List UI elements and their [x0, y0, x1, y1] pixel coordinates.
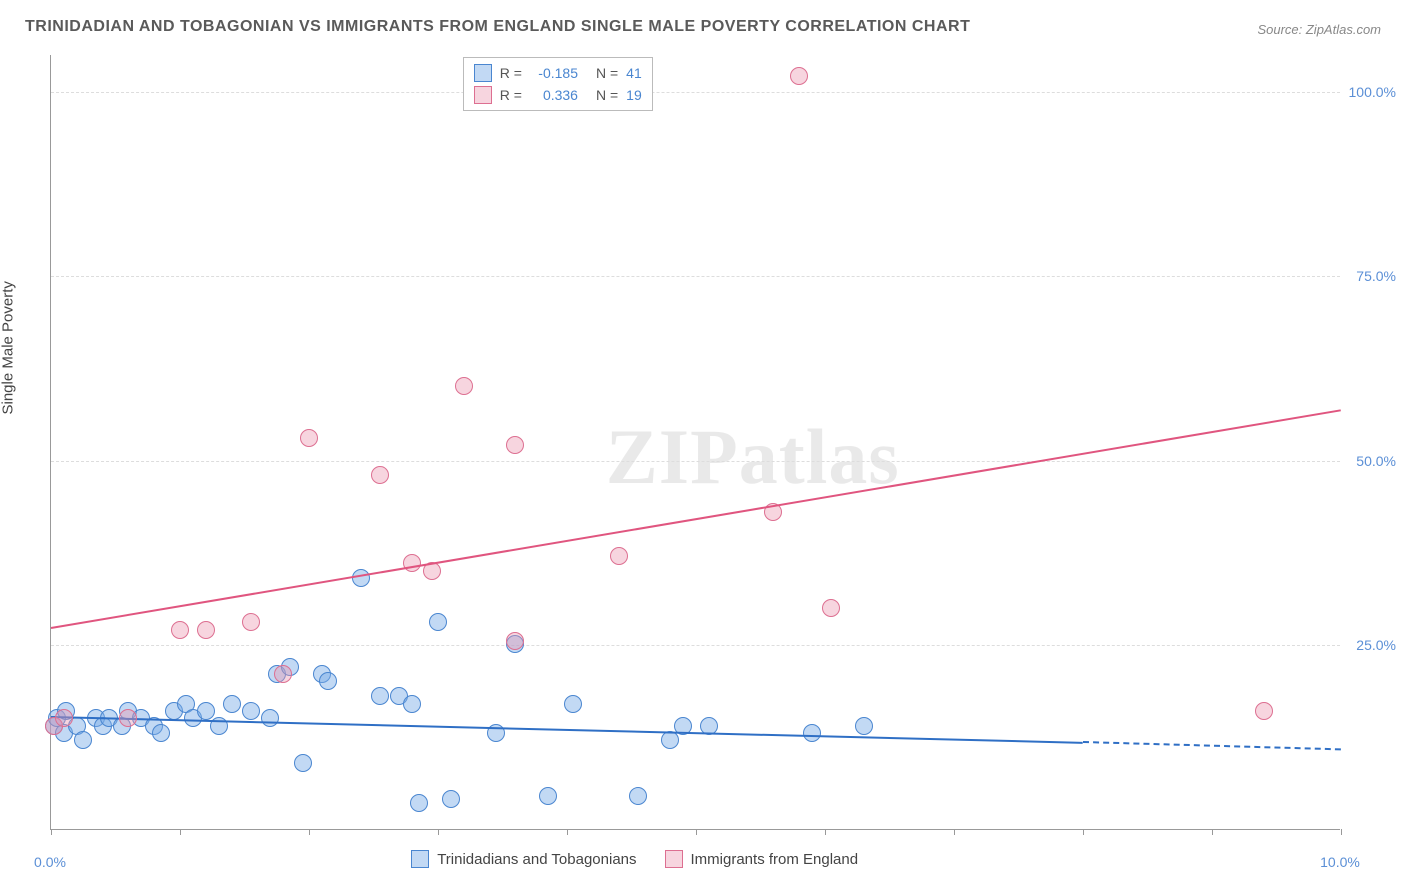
x-tick	[1083, 829, 1084, 835]
data-point	[261, 709, 279, 727]
data-point	[403, 695, 421, 713]
trend-line	[51, 409, 1341, 629]
n-value: 19	[626, 87, 642, 103]
data-point	[223, 695, 241, 713]
x-tick	[180, 829, 181, 835]
data-point	[629, 787, 647, 805]
x-tick	[438, 829, 439, 835]
trend-line-dash	[1083, 741, 1341, 750]
x-tick	[1341, 829, 1342, 835]
data-point	[197, 621, 215, 639]
data-point	[855, 717, 873, 735]
x-tick	[696, 829, 697, 835]
legend-series: Trinidadians and Tobagonians Immigrants f…	[411, 850, 858, 868]
data-point	[539, 787, 557, 805]
gridline	[51, 92, 1340, 93]
data-point	[300, 429, 318, 447]
x-tick	[51, 829, 52, 835]
data-point	[371, 687, 389, 705]
data-point	[152, 724, 170, 742]
n-label: N =	[596, 65, 618, 81]
y-tick-label: 100.0%	[1346, 84, 1396, 100]
x-tick	[954, 829, 955, 835]
legend-swatch	[665, 850, 683, 868]
data-point	[371, 466, 389, 484]
data-point	[242, 702, 260, 720]
n-label: N =	[596, 87, 618, 103]
legend-stats: R = -0.185 N = 41 R = 0.336 N = 19	[463, 57, 653, 111]
gridline	[51, 645, 1340, 646]
legend-swatch	[411, 850, 429, 868]
data-point	[1255, 702, 1273, 720]
data-point	[274, 665, 292, 683]
y-tick-label: 75.0%	[1346, 268, 1396, 284]
gridline	[51, 276, 1340, 277]
data-point	[171, 621, 189, 639]
data-point	[74, 731, 92, 749]
x-tick	[825, 829, 826, 835]
data-point	[661, 731, 679, 749]
data-point	[294, 754, 312, 772]
r-label: R =	[500, 65, 522, 81]
r-label: R =	[500, 87, 522, 103]
data-point	[55, 709, 73, 727]
x-tick-label: 10.0%	[1320, 854, 1360, 870]
legend-label: Trinidadians and Tobagonians	[437, 851, 636, 868]
data-point	[455, 377, 473, 395]
watermark: ZIPatlas	[606, 412, 900, 502]
r-value: 0.336	[530, 87, 578, 103]
legend-stat-row: R = 0.336 N = 19	[474, 84, 642, 106]
r-value: -0.185	[530, 65, 578, 81]
y-tick-label: 25.0%	[1346, 637, 1396, 653]
n-value: 41	[626, 65, 642, 81]
data-point	[403, 554, 421, 572]
plot-area: ZIPatlas 25.0%50.0%75.0%100.0%	[50, 55, 1340, 830]
legend-stat-row: R = -0.185 N = 41	[474, 62, 642, 84]
source-label: Source: ZipAtlas.com	[1257, 22, 1381, 37]
legend-item: Immigrants from England	[665, 850, 859, 868]
legend-label: Immigrants from England	[691, 851, 859, 868]
data-point	[242, 613, 260, 631]
x-tick	[309, 829, 310, 835]
data-point	[803, 724, 821, 742]
data-point	[822, 599, 840, 617]
data-point	[197, 702, 215, 720]
x-tick-label: 0.0%	[34, 854, 66, 870]
legend-swatch	[474, 64, 492, 82]
chart-title: TRINIDADIAN AND TOBAGONIAN VS IMMIGRANTS…	[25, 18, 970, 36]
data-point	[319, 672, 337, 690]
data-point	[352, 569, 370, 587]
x-tick	[567, 829, 568, 835]
data-point	[564, 695, 582, 713]
data-point	[610, 547, 628, 565]
data-point	[410, 794, 428, 812]
gridline	[51, 461, 1340, 462]
data-point	[790, 67, 808, 85]
data-point	[506, 436, 524, 454]
legend-swatch	[474, 86, 492, 104]
legend-item: Trinidadians and Tobagonians	[411, 850, 636, 868]
data-point	[442, 790, 460, 808]
data-point	[119, 709, 137, 727]
data-point	[429, 613, 447, 631]
trend-line	[51, 716, 1083, 744]
y-tick-label: 50.0%	[1346, 453, 1396, 469]
y-axis-label: Single Male Poverty	[0, 281, 17, 414]
x-tick	[1212, 829, 1213, 835]
data-point	[506, 632, 524, 650]
